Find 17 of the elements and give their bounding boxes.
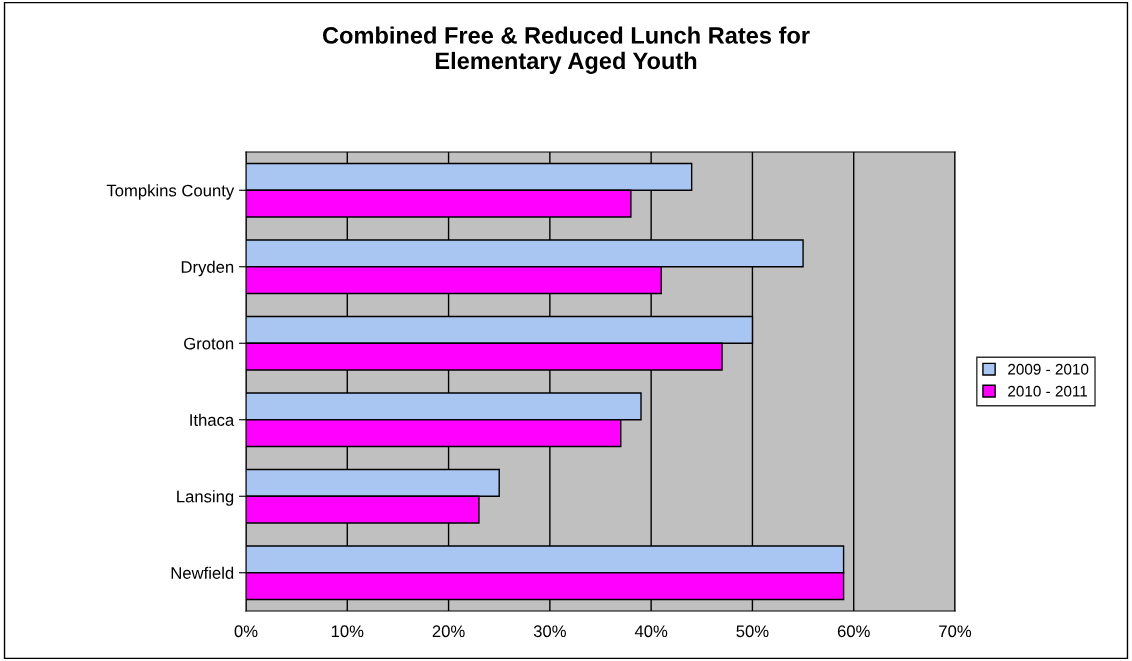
y-tick-label: Dryden xyxy=(181,260,234,277)
legend-label: 2009 - 2010 xyxy=(1008,363,1089,375)
y-tick-label: Lansing xyxy=(177,490,234,506)
chart-title: Combined Free & Reduced Lunch Rates for Elementary Aged Youth xyxy=(322,26,810,74)
x-tick-label: 60% xyxy=(837,625,870,638)
y-tick-label: Newfield xyxy=(171,566,234,579)
x-tick-label: 70% xyxy=(939,625,972,638)
x-tick-label: 40% xyxy=(634,625,668,638)
x-tick-label: 30% xyxy=(533,625,566,638)
x-tick-label: 0% xyxy=(234,625,258,638)
x-tick-label: 50% xyxy=(736,625,769,638)
legend-label: 2010 - 2011 xyxy=(1008,385,1088,397)
y-tick-label: Ithaca xyxy=(190,413,235,426)
x-tick-label: 20% xyxy=(432,625,465,638)
y-tick-label: Tompkins County xyxy=(106,184,235,200)
y-tick-label: Groton xyxy=(184,337,234,350)
x-tick-label: 10% xyxy=(331,625,364,638)
